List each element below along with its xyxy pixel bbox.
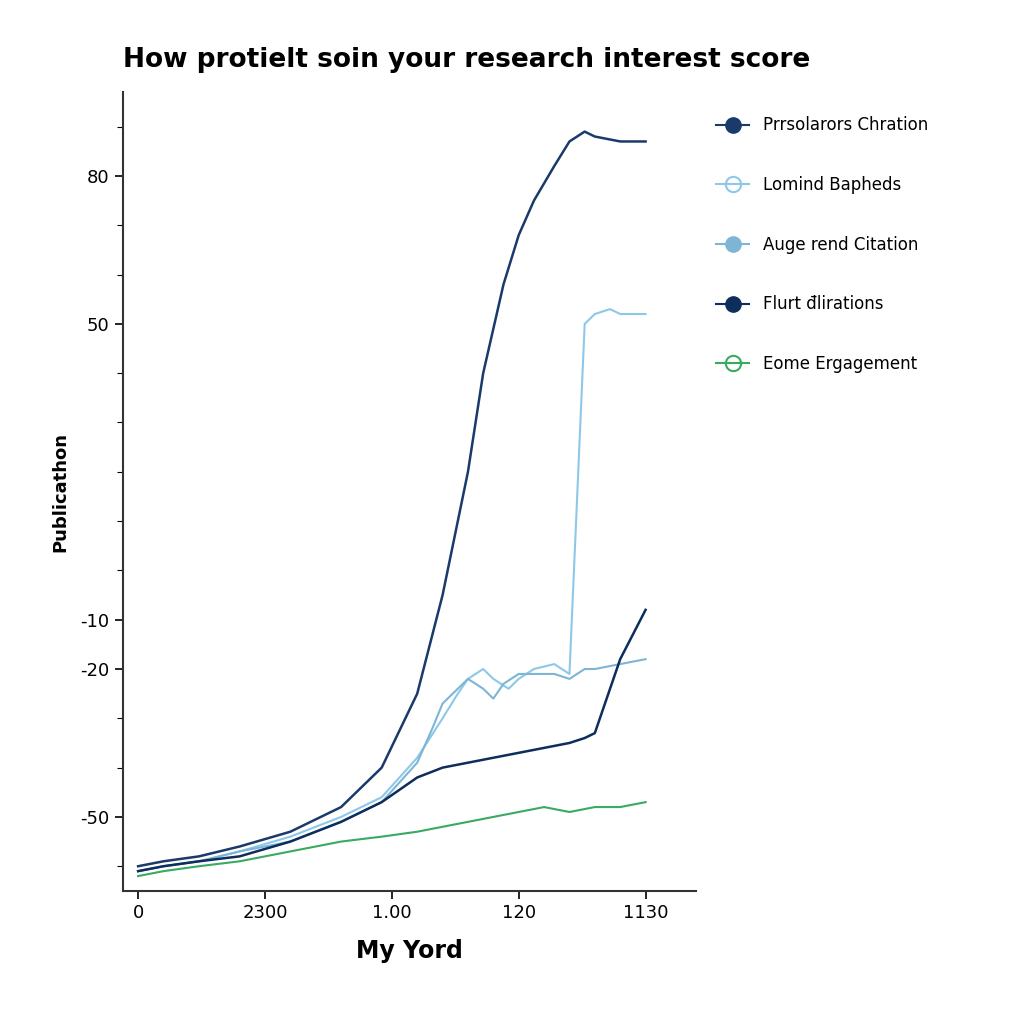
Y-axis label: Publicathon: Publicathon xyxy=(51,431,70,552)
Text: How protielt soin your research interest score: How protielt soin your research interest… xyxy=(123,47,810,73)
X-axis label: My Yord: My Yord xyxy=(356,939,463,963)
Legend: Prrsolarors Chration, Lomind Bapheds, Auge rend Citation, Flurt đlirations, Eome: Prrsolarors Chration, Lomind Bapheds, Au… xyxy=(716,117,928,373)
